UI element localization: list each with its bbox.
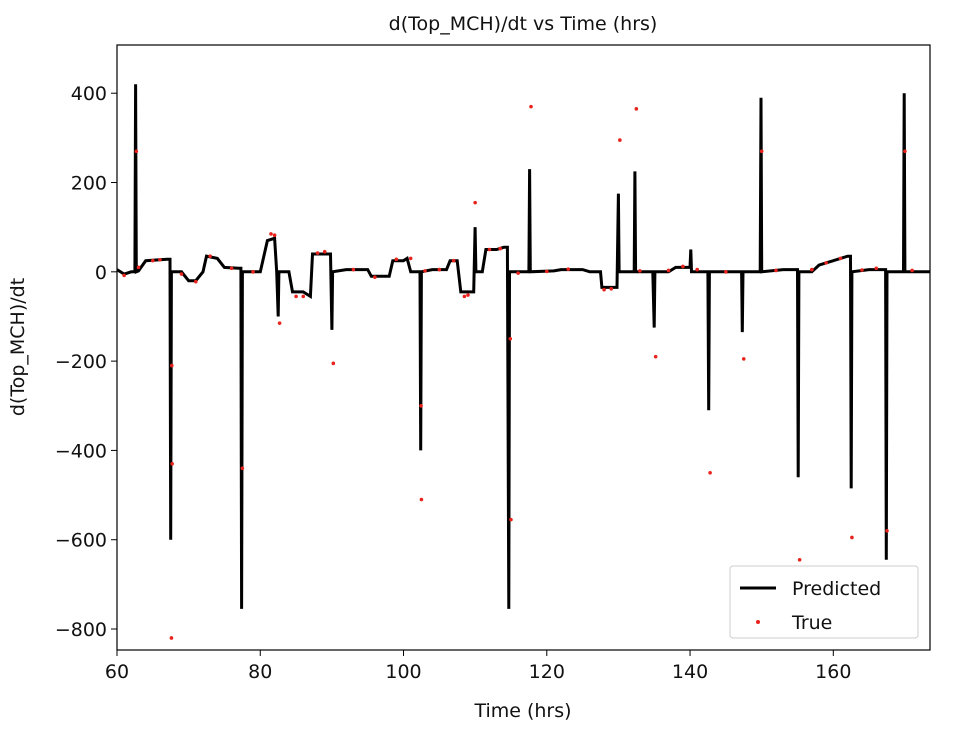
true-point: [850, 535, 854, 540]
y-tick-label: −800: [55, 619, 107, 641]
true-point: [708, 470, 712, 475]
true-point: [544, 269, 549, 274]
true-point: [810, 267, 814, 272]
true-point: [331, 361, 336, 366]
true-point: [634, 107, 639, 111]
true-point: [240, 466, 245, 471]
true-point: [373, 275, 377, 279]
true-point: [251, 270, 255, 274]
true-point: [774, 268, 778, 273]
plot-frame: [116, 44, 931, 651]
true-point: [437, 267, 442, 272]
true-point: [294, 294, 298, 299]
true-point: [301, 294, 306, 299]
true-point: [466, 293, 470, 297]
true-point: [487, 247, 492, 252]
true-point: [408, 256, 413, 261]
x-tick-label: 100: [385, 661, 421, 683]
true-point: [741, 357, 746, 361]
true-point: [351, 267, 356, 272]
legend-label: True: [791, 612, 832, 634]
true-point: [885, 528, 889, 533]
chart-title: d(Top_MCH)/dt vs Time (hrs): [389, 13, 658, 35]
true-point: [322, 249, 327, 254]
true-point: [136, 265, 141, 270]
true-point: [473, 200, 477, 205]
true-point: [638, 269, 642, 273]
predicted-line: [117, 84, 930, 609]
true-point: [874, 266, 879, 271]
true-point: [277, 321, 282, 325]
y-tick-label: 0: [95, 262, 107, 284]
true-point: [724, 270, 728, 274]
x-axis-label: Time (hrs): [473, 700, 571, 722]
true-point: [516, 271, 520, 275]
true-point: [910, 268, 914, 273]
y-tick-label: −400: [55, 440, 107, 462]
true-point: [618, 138, 622, 142]
true-point: [134, 149, 139, 154]
true-point: [566, 267, 571, 271]
x-tick-label: 160: [815, 661, 851, 683]
true-point: [824, 261, 828, 265]
legend-box: [729, 565, 919, 639]
y-tick-label: 200: [71, 173, 107, 195]
true-point: [602, 287, 606, 292]
x-tick-label: 120: [529, 661, 565, 683]
true-point: [151, 258, 155, 263]
true-point: [158, 257, 162, 262]
true-point: [695, 267, 700, 272]
legend-marker: [756, 620, 760, 624]
true-point: [681, 264, 685, 269]
y-tick-label: −200: [55, 351, 107, 373]
x-tick-label: 60: [105, 661, 129, 683]
true-point: [498, 246, 503, 251]
true-point: [419, 497, 424, 502]
true-point: [269, 232, 273, 236]
true-point: [508, 336, 513, 341]
true-point: [229, 266, 234, 271]
true-point: [653, 354, 658, 359]
true-point: [529, 104, 533, 109]
true-point: [903, 149, 907, 154]
true-point: [797, 558, 802, 562]
true-point: [419, 403, 423, 408]
y-tick-label: −600: [55, 530, 107, 552]
true-point: [666, 268, 671, 273]
true-point: [272, 233, 277, 238]
true-point: [394, 257, 399, 262]
true-point: [169, 636, 174, 640]
true-point: [860, 268, 864, 272]
true-point: [315, 251, 320, 255]
legend-label: Predicted: [792, 578, 881, 600]
x-tick-label: 80: [248, 661, 272, 683]
true-point: [838, 256, 843, 261]
true-point: [208, 254, 212, 258]
true-point: [179, 272, 184, 276]
x-tick-label: 140: [672, 661, 708, 683]
true-point: [122, 273, 126, 278]
plot-area: [117, 84, 930, 640]
true-point: [509, 517, 513, 522]
true-point: [423, 269, 427, 273]
true-point: [609, 286, 614, 291]
true-point: [462, 294, 467, 299]
y-axis-label: d(Top_MCH)/dt: [7, 278, 29, 416]
true-point: [451, 258, 456, 263]
y-tick-label: 400: [71, 83, 107, 105]
true-point: [169, 363, 174, 368]
true-point: [193, 279, 198, 284]
true-point: [170, 462, 174, 466]
true-point: [759, 149, 764, 154]
